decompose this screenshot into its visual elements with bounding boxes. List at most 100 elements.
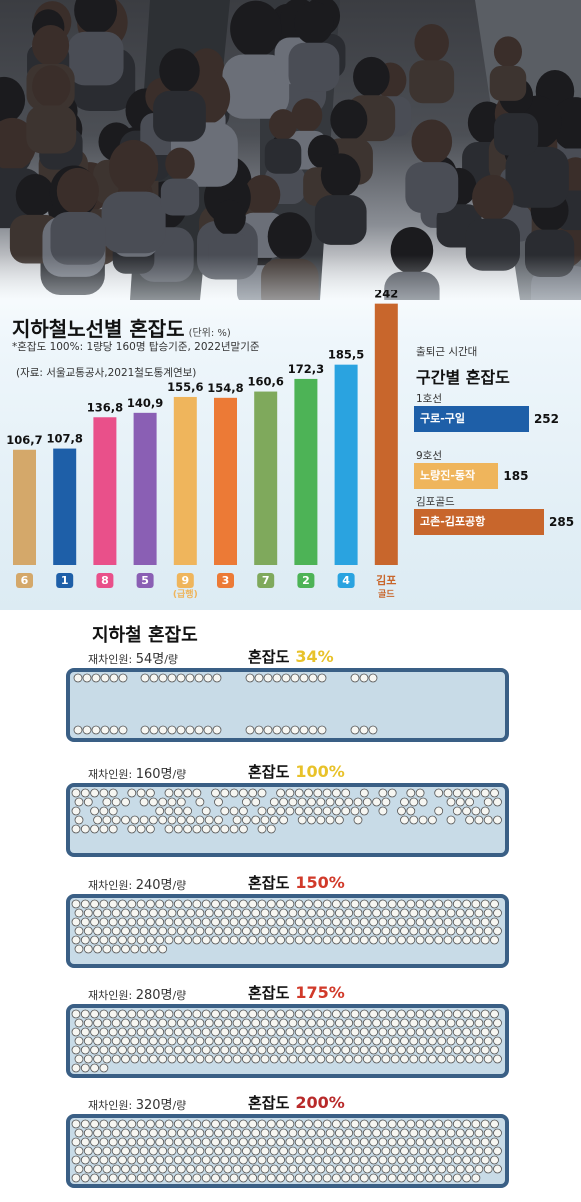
passenger-dot	[322, 1173, 332, 1183]
passenger-dot	[214, 1128, 223, 1138]
passenger-dot	[418, 815, 428, 825]
passenger-dot	[334, 1146, 344, 1156]
passenger-dot	[350, 1027, 360, 1037]
passenger-dot	[74, 1146, 84, 1156]
passenger-dot	[229, 917, 239, 927]
crowd-head	[32, 24, 70, 66]
passenger-dot	[344, 797, 354, 807]
passenger-dot	[211, 1137, 220, 1147]
passenger-dot	[121, 1164, 130, 1174]
passenger-dot	[452, 1027, 462, 1037]
passenger-dot	[136, 917, 146, 927]
passenger-dot	[285, 788, 295, 798]
passenger-dot	[108, 917, 118, 927]
bar-value-label: 140,9	[127, 396, 163, 410]
passenger-dot	[313, 899, 323, 909]
passenger-dot	[359, 788, 369, 798]
bar-value-label: 136,8	[87, 400, 123, 414]
passenger-dot	[465, 926, 475, 936]
passenger-dot	[146, 1137, 155, 1147]
passenger-dot	[192, 917, 202, 927]
passenger-dot	[455, 797, 465, 807]
passenger-dot	[232, 1018, 242, 1028]
passenger-dot	[139, 797, 149, 807]
passenger-dot	[406, 1137, 416, 1147]
congestion-percent: 175%	[295, 983, 345, 1002]
passenger-dot	[387, 1155, 397, 1165]
passenger-dot	[418, 1128, 428, 1138]
passenger-dot	[279, 1146, 289, 1156]
passenger-dot	[127, 1027, 137, 1037]
bar-value-label: 154,8	[207, 381, 243, 395]
passenger-dot	[474, 1036, 484, 1046]
passenger-dot	[201, 824, 211, 834]
passenger-dot	[322, 935, 332, 945]
passenger-dot	[434, 806, 444, 816]
passenger-dot	[257, 1119, 267, 1129]
passenger-dot	[285, 1137, 295, 1147]
crowd-head	[56, 167, 99, 215]
passenger-dot	[130, 944, 140, 954]
passenger-dot	[183, 824, 192, 834]
passenger-dot	[276, 1027, 286, 1037]
passenger-dot	[483, 1146, 493, 1156]
passenger-dot	[74, 926, 84, 936]
crowd-head	[108, 139, 159, 195]
passenger-dot	[362, 1018, 372, 1028]
passenger-dot	[212, 673, 222, 683]
passenger-dot	[102, 1128, 112, 1138]
passenger-dot	[462, 1119, 472, 1129]
passenger-dot	[91, 725, 101, 735]
passenger-dot	[446, 1128, 456, 1138]
passenger-dot	[437, 1164, 447, 1174]
passenger-dot	[257, 1027, 267, 1037]
passenger-dot	[99, 899, 109, 909]
passenger-dot	[164, 824, 174, 834]
passenger-dot	[304, 806, 313, 816]
occupancy-label: 재차인원: 160명/량	[88, 767, 187, 782]
passenger-dot	[136, 1119, 146, 1129]
passenger-dot	[400, 1128, 409, 1138]
passenger-dot	[251, 908, 261, 918]
passenger-dot	[353, 908, 363, 918]
passenger-dot	[139, 1146, 149, 1156]
passenger-dot	[167, 926, 177, 936]
passenger-dot	[130, 1164, 140, 1174]
crowd-head	[0, 76, 26, 124]
passenger-dot	[415, 1173, 425, 1183]
passenger-dot	[238, 1155, 248, 1165]
passenger-dot	[359, 673, 369, 683]
passenger-dot	[316, 1146, 326, 1156]
passenger-dot	[359, 806, 369, 816]
passenger-dot	[455, 926, 465, 936]
passenger-dot	[474, 1164, 484, 1174]
passenger-dot	[276, 1009, 286, 1019]
passenger-dot	[350, 1045, 360, 1055]
passenger-dot	[183, 1155, 192, 1165]
passenger-dot	[223, 1036, 233, 1046]
crowd-body	[153, 90, 206, 142]
passenger-dot	[90, 1045, 100, 1055]
passenger-dot	[118, 1119, 127, 1129]
occupancy-label: 재차인원: 240명/량	[88, 878, 187, 893]
bar-value-label: 242	[374, 290, 398, 301]
passenger-dot	[130, 1128, 140, 1138]
passenger-dot	[158, 908, 168, 918]
passenger-dot	[146, 935, 155, 945]
crowd-head	[74, 0, 118, 34]
passenger-dot	[443, 899, 453, 909]
passenger-dot	[186, 1036, 195, 1046]
passenger-dot	[260, 1036, 270, 1046]
passenger-dot	[99, 935, 109, 945]
category-label: 9	[181, 574, 189, 587]
category-label: 6	[21, 574, 29, 587]
passenger-dot	[427, 908, 437, 918]
passenger-dot	[136, 935, 146, 945]
passenger-dot	[415, 899, 425, 909]
passenger-dot	[359, 917, 369, 927]
passenger-dot	[434, 1009, 444, 1019]
passenger-dot	[195, 1146, 205, 1156]
crowd-head	[213, 199, 246, 236]
passenger-dot	[427, 1164, 437, 1174]
passenger-dot	[254, 673, 264, 683]
